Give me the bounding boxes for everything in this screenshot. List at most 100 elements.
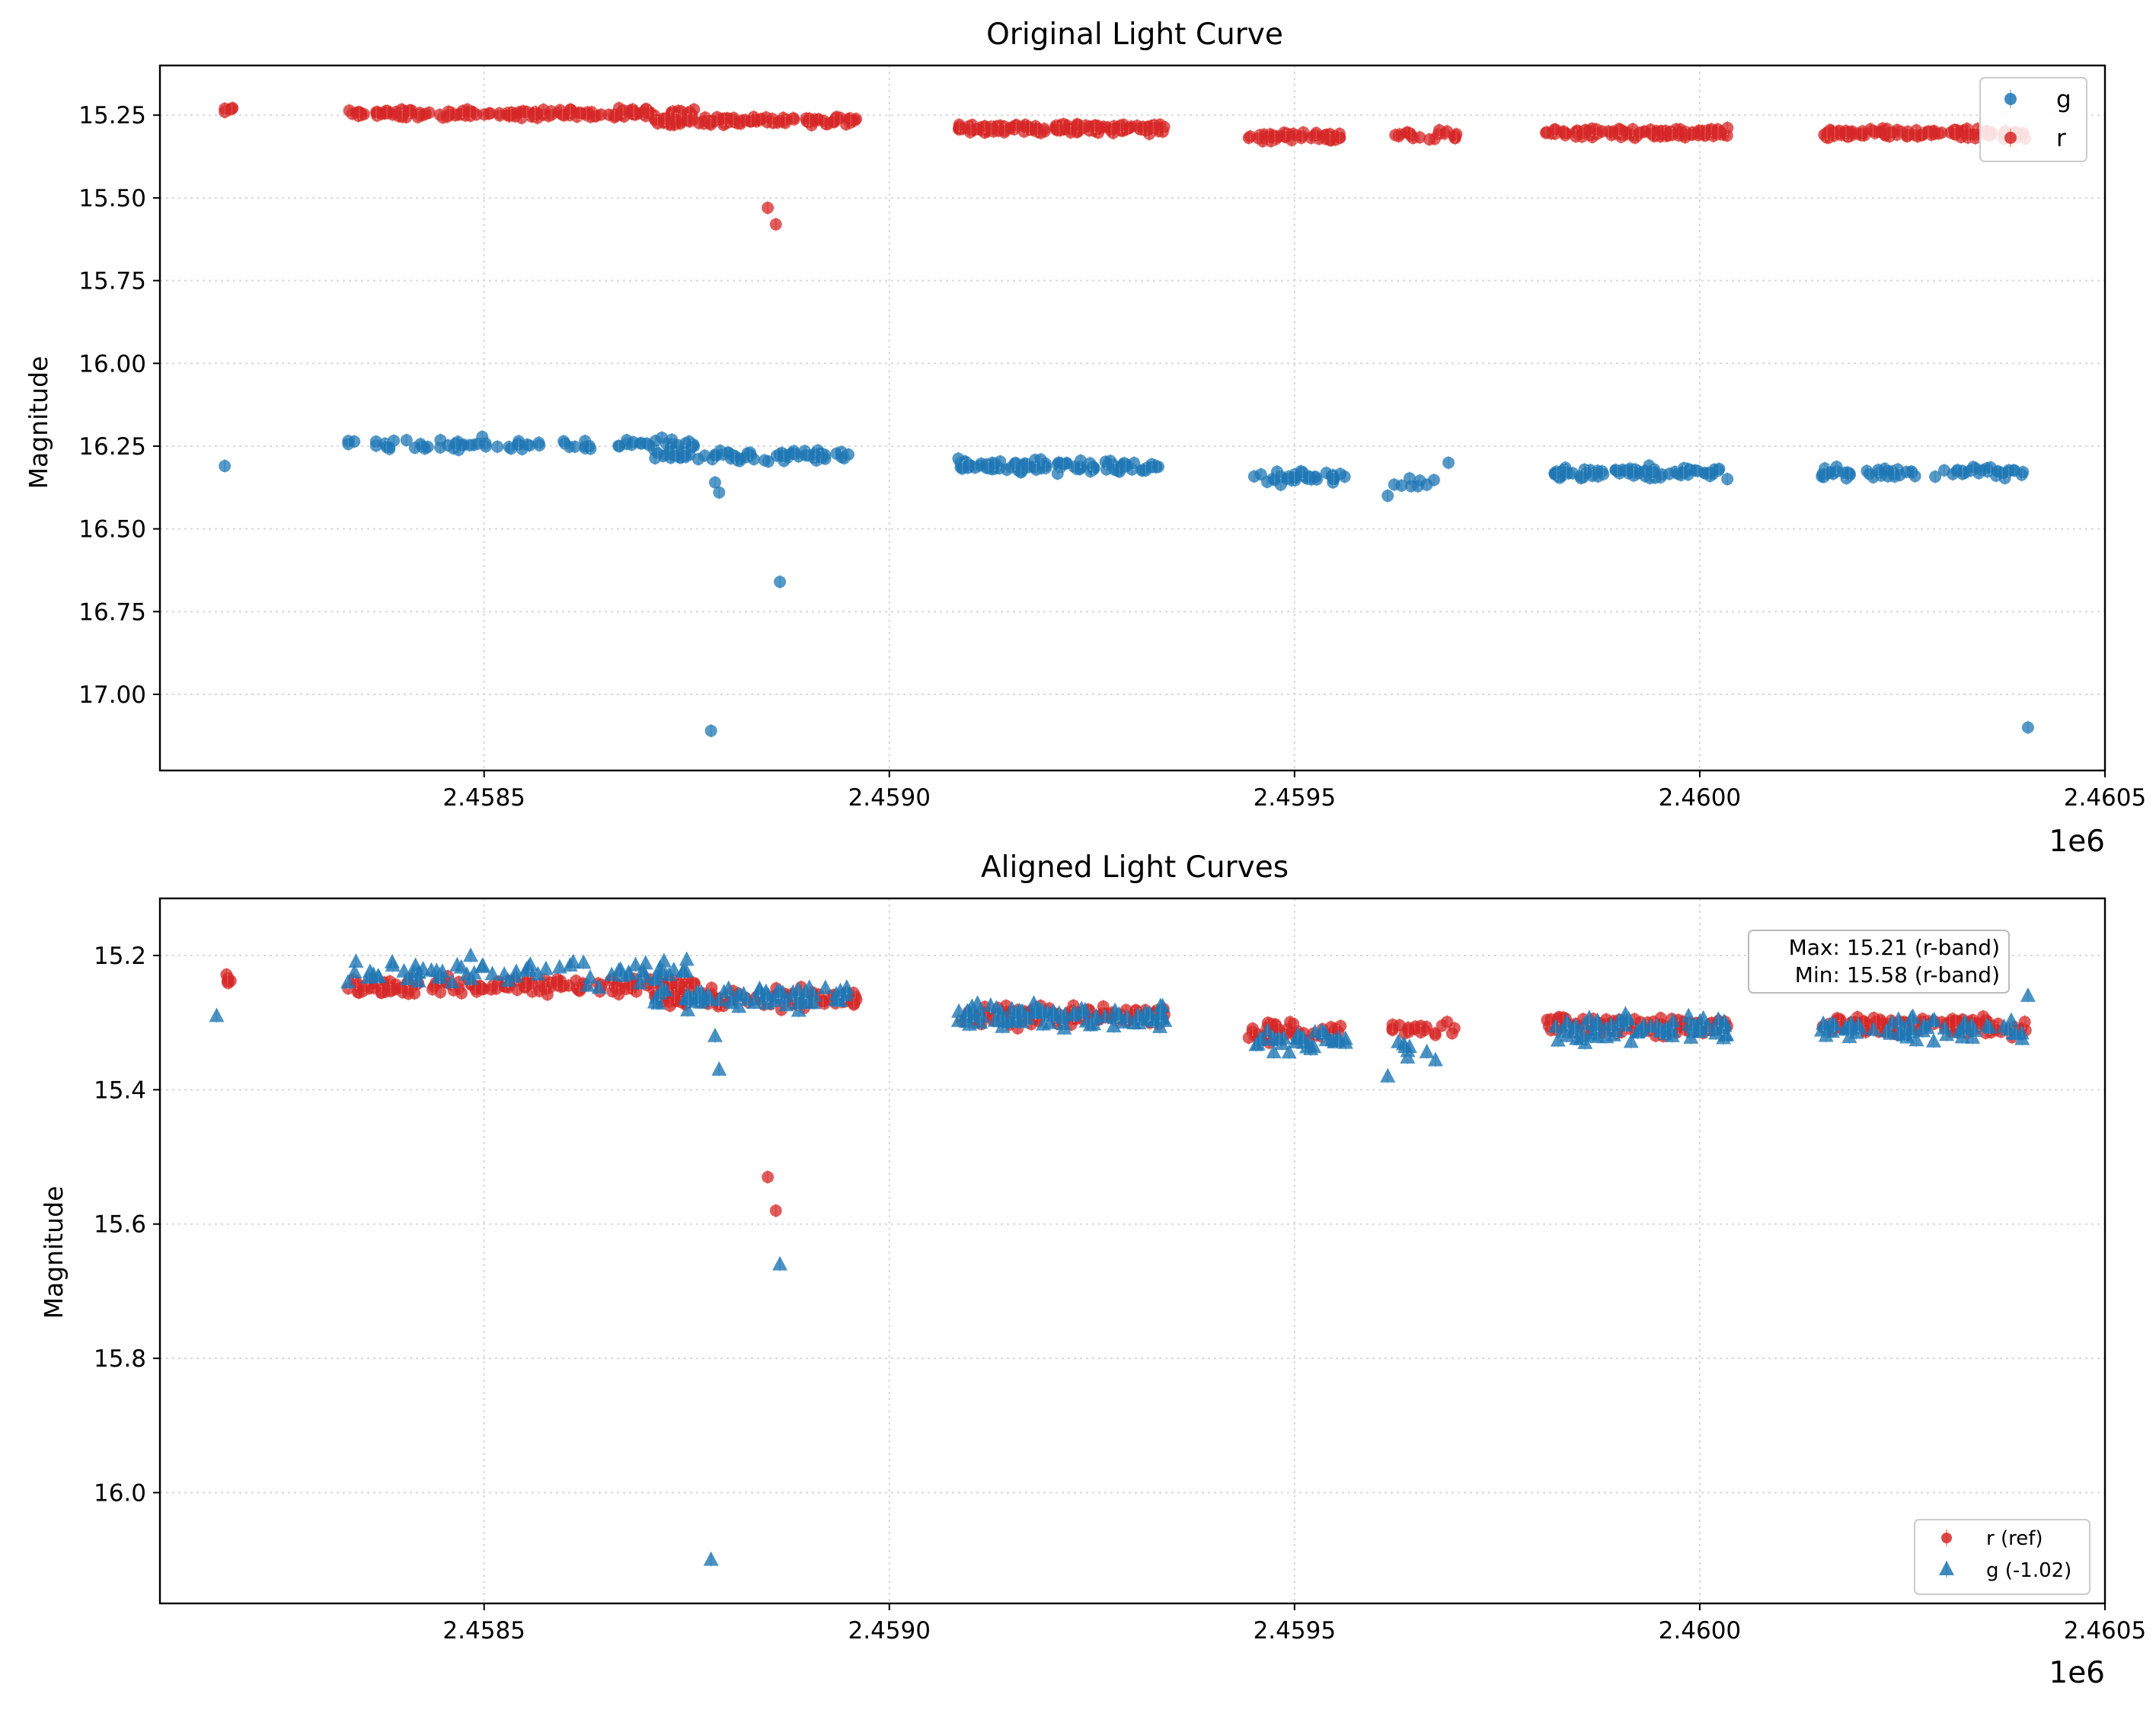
x-tick-label: 2.4590	[848, 784, 931, 812]
data-point	[1898, 1026, 1914, 1041]
data-point	[400, 434, 413, 447]
data-point	[1433, 123, 1445, 136]
data-point	[658, 112, 671, 125]
data-point	[1295, 130, 1308, 143]
data-point	[410, 973, 426, 988]
data-point	[723, 994, 739, 1010]
data-point	[830, 992, 846, 1007]
data-point	[1681, 1007, 1697, 1022]
data-point	[807, 987, 822, 1002]
data-point	[661, 966, 677, 981]
plot-frame	[158, 64, 2106, 772]
data-point	[1982, 1019, 1998, 1034]
data-point	[752, 981, 768, 996]
data-point	[1274, 478, 1287, 491]
stats-annotation-box	[1748, 930, 2010, 994]
data-point	[369, 435, 382, 448]
data-point	[1254, 468, 1267, 481]
data-point	[1954, 1029, 1970, 1044]
data-point	[1885, 126, 1898, 139]
data-point	[676, 962, 692, 978]
data-point	[959, 1013, 975, 1029]
data-point	[1288, 471, 1301, 484]
data-point	[1819, 467, 1832, 480]
data-point	[711, 1061, 727, 1076]
series-g	[219, 429, 2034, 738]
data-point	[1052, 123, 1065, 136]
y-tick-label: 15.25	[78, 102, 146, 129]
data-point	[1984, 461, 1997, 474]
data-point	[583, 439, 596, 452]
data-point	[1695, 1010, 1711, 1025]
data-point	[703, 1551, 719, 1566]
data-point	[1710, 1011, 1726, 1026]
data-point	[1548, 1018, 1563, 1033]
data-point	[1271, 1030, 1287, 1045]
data-point	[463, 947, 479, 962]
data-point	[1429, 1027, 1442, 1040]
data-point	[1589, 1029, 1605, 1044]
data-point	[845, 114, 858, 127]
data-point	[1130, 1007, 1146, 1022]
data-point	[1026, 995, 1042, 1010]
data-point	[1380, 1067, 1396, 1083]
data-point	[663, 999, 676, 1012]
data-point	[731, 998, 747, 1013]
legend-entry-r-ref: r (ref)	[1941, 1527, 2043, 1550]
data-point	[1152, 997, 1168, 1013]
data-point	[1890, 1011, 1906, 1026]
data-point	[557, 435, 570, 448]
data-point	[771, 983, 787, 998]
data-point	[1114, 119, 1127, 132]
data-point	[1034, 453, 1047, 466]
data-point	[1539, 126, 1552, 139]
data-point	[1268, 129, 1281, 142]
data-point	[1589, 1016, 1605, 1032]
data-point	[681, 114, 694, 127]
data-point	[408, 987, 421, 1000]
data-point	[1826, 1016, 1842, 1031]
data-point	[580, 977, 596, 992]
data-point	[1445, 1027, 1458, 1040]
data-point	[551, 975, 564, 988]
data-point	[411, 110, 424, 123]
data-point	[453, 959, 469, 974]
data-point	[2003, 1012, 2019, 1027]
data-point	[1030, 463, 1043, 476]
data-point	[556, 108, 569, 121]
data-point	[1074, 455, 1087, 467]
data-point	[1413, 131, 1426, 144]
data-point	[1567, 1019, 1583, 1035]
data-point	[656, 952, 672, 968]
data-point	[463, 970, 479, 985]
data-point	[1967, 461, 1980, 474]
data-point	[1397, 1038, 1413, 1054]
data-point	[1324, 1021, 1337, 1034]
data-point	[449, 437, 462, 450]
data-point	[1666, 128, 1679, 141]
data-point	[656, 431, 669, 444]
data-point	[774, 576, 787, 589]
y-tick-label: 16.50	[78, 516, 146, 544]
data-point	[1142, 1005, 1158, 1020]
data-point	[758, 454, 771, 467]
data-point	[532, 436, 545, 449]
data-point	[1713, 462, 1726, 475]
data-point	[1576, 126, 1589, 139]
data-point	[669, 449, 682, 462]
data-point	[508, 968, 524, 983]
data-point	[960, 1003, 976, 1018]
data-point	[1926, 1011, 1942, 1026]
data-point	[711, 991, 727, 1007]
x-tick-label: 2.4600	[1659, 1617, 1741, 1645]
data-point	[704, 724, 717, 737]
data-point	[1427, 1051, 1443, 1067]
data-point	[1935, 126, 1948, 139]
data-point	[1867, 124, 1880, 137]
data-point	[1621, 1010, 1637, 1026]
data-point	[1158, 120, 1171, 133]
data-point	[842, 448, 855, 461]
data-point	[969, 461, 982, 474]
data-point	[1685, 1019, 1701, 1034]
data-point	[1916, 1016, 1932, 1032]
